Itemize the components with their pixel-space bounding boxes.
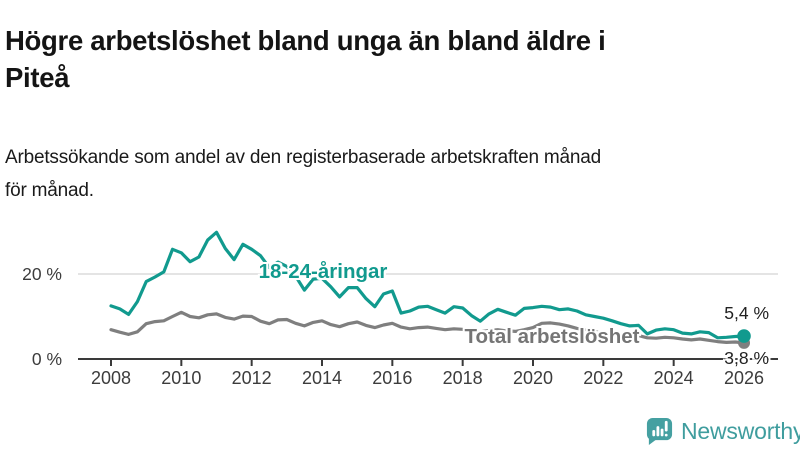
chart-title-line1: Högre arbetslöshet bland unga än bland ä… bbox=[5, 25, 606, 57]
newsworthy-logo-text: Newsworthy bbox=[681, 418, 800, 444]
x-tick-label: 2008 bbox=[90, 368, 132, 388]
bar-chart-speech-bubble-icon bbox=[646, 417, 673, 446]
chart-subtitle-line2: för månad. bbox=[5, 180, 94, 201]
x-tick-label: 2014 bbox=[301, 368, 343, 388]
chart-subtitle: Arbetssökande som andel av den registerb… bbox=[5, 141, 795, 207]
x-tick-label: 2024 bbox=[653, 368, 694, 388]
end-value-label-total: 3,8 % bbox=[724, 348, 769, 368]
series-label-total: Total arbetslöshet bbox=[464, 325, 640, 348]
series-end-dot bbox=[737, 329, 751, 343]
x-tick-label: 2018 bbox=[442, 368, 483, 388]
x-tick-label: 2022 bbox=[583, 368, 624, 388]
series-line bbox=[109, 310, 746, 345]
chart-title-line2: Piteå bbox=[5, 62, 70, 94]
chart-subtitle-line1: Arbetssökande som andel av den registerb… bbox=[5, 147, 602, 168]
x-tick-label: 2010 bbox=[161, 368, 202, 388]
newsworthy-logo[interactable]: Newsworthy bbox=[645, 415, 800, 447]
end-value-label-youth: 5,4 % bbox=[724, 303, 769, 323]
y-axis-label-20: 20 % bbox=[22, 264, 62, 284]
series-label-youth: 18-24-åringar bbox=[258, 260, 388, 283]
x-tick-label: 2016 bbox=[372, 368, 413, 388]
x-tick-label: 2020 bbox=[512, 368, 554, 388]
x-tick-label: 2026 bbox=[723, 368, 765, 388]
series-line bbox=[109, 230, 746, 340]
y-axis-label-0: 0 % bbox=[31, 349, 62, 369]
x-tick-label: 2012 bbox=[231, 368, 272, 388]
chart-title: Högre arbetslöshet bland unga än bland ä… bbox=[5, 22, 795, 96]
